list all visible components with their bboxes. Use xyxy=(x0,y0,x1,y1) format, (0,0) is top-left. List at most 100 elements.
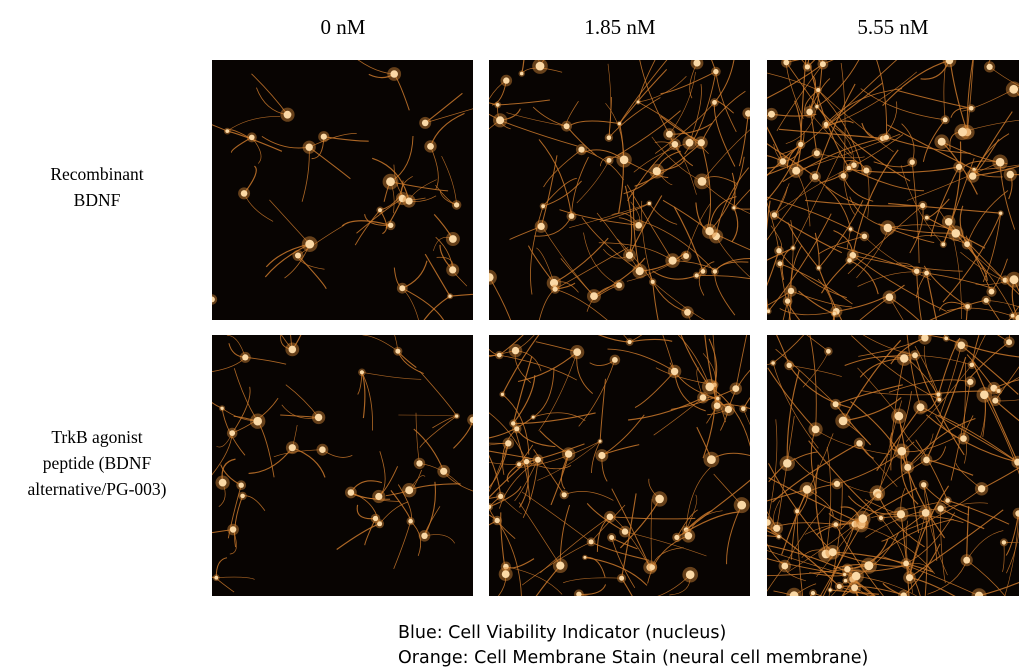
cell-body xyxy=(496,116,504,124)
cell-body xyxy=(937,505,943,511)
cell-body xyxy=(910,160,915,165)
cell-body xyxy=(242,354,248,360)
cell-body xyxy=(844,579,848,583)
micrograph xyxy=(411,0,826,360)
cell-body xyxy=(487,505,491,509)
cell-body xyxy=(395,349,400,354)
cell-body xyxy=(360,370,364,374)
cell-body xyxy=(1002,540,1006,544)
cell-body xyxy=(701,269,706,274)
cell-body xyxy=(712,100,717,105)
cell-body xyxy=(253,417,262,426)
cell-body xyxy=(745,110,752,117)
cell-body xyxy=(816,88,820,92)
cell-body xyxy=(607,158,612,163)
cell-body xyxy=(829,548,837,556)
cell-body xyxy=(978,485,985,492)
cell-body xyxy=(517,462,521,466)
cell-body xyxy=(969,106,974,111)
neurite xyxy=(540,22,584,67)
cell-body xyxy=(348,489,355,496)
cell-body xyxy=(653,167,661,175)
cell-body xyxy=(315,414,322,421)
cell-body xyxy=(455,414,458,417)
cell-body xyxy=(449,235,457,243)
cell-body xyxy=(837,584,842,589)
cell-body xyxy=(900,354,908,362)
row-label: Recombinant xyxy=(50,164,143,184)
cell-body xyxy=(795,509,799,513)
cell-body xyxy=(618,122,621,125)
cell-body xyxy=(833,401,839,407)
cell-body xyxy=(684,309,691,316)
cell-body xyxy=(785,298,790,303)
cell-body xyxy=(783,459,792,468)
cell-body xyxy=(921,334,928,341)
cell-body xyxy=(637,101,640,104)
cell-body xyxy=(578,147,584,153)
cell-body xyxy=(805,64,810,69)
cell-body xyxy=(716,397,720,401)
cell-body xyxy=(512,347,519,354)
cell-body xyxy=(713,69,718,74)
cell-body xyxy=(767,309,771,313)
cell-body xyxy=(803,485,811,493)
cell-body xyxy=(576,592,581,597)
cell-body xyxy=(485,273,493,281)
cell-body xyxy=(999,212,1002,215)
cell-body xyxy=(937,398,941,402)
cell-body xyxy=(849,227,852,230)
cell-body xyxy=(655,495,664,504)
cell-body xyxy=(239,483,244,488)
cell-body xyxy=(856,440,862,446)
cell-body xyxy=(209,297,215,303)
cell-body xyxy=(969,172,976,179)
cell-body xyxy=(741,406,746,411)
cell-body xyxy=(844,566,850,572)
micrograph-background xyxy=(767,335,1019,596)
cell-body xyxy=(502,570,510,578)
cell-body xyxy=(964,241,970,247)
neurite xyxy=(758,593,813,630)
cell-body xyxy=(686,139,694,147)
cell-body xyxy=(449,266,456,273)
cell-body xyxy=(628,340,632,344)
cell-body xyxy=(1011,314,1015,318)
cell-body xyxy=(912,352,918,358)
row-label: alternative/PG-003) xyxy=(28,479,167,499)
cell-body xyxy=(666,131,673,138)
cell-body xyxy=(295,253,301,259)
cell-body xyxy=(421,533,427,539)
cell-body xyxy=(963,557,970,564)
cell-body xyxy=(886,293,894,301)
figure: 0 nM 1.85 nM 5.55 nM Recombinant BDNF Tr… xyxy=(0,0,1019,672)
cell-body xyxy=(862,234,867,239)
cell-body xyxy=(984,298,989,303)
cell-body xyxy=(497,353,502,358)
cell-body xyxy=(422,120,429,127)
cell-body xyxy=(674,535,679,540)
cell-body xyxy=(289,346,297,354)
cell-body xyxy=(970,363,975,368)
cell-body xyxy=(1009,85,1018,94)
cell-body xyxy=(780,158,786,164)
neurite xyxy=(177,299,213,318)
cell-body xyxy=(503,77,509,83)
cell-body xyxy=(956,164,962,170)
cell-body xyxy=(843,573,846,576)
neurite xyxy=(794,596,836,606)
cell-body xyxy=(590,292,598,300)
cell-body xyxy=(997,389,1001,393)
cell-body xyxy=(705,227,713,235)
cell-body xyxy=(787,363,792,368)
cell-body xyxy=(812,426,820,434)
cell-body xyxy=(289,444,296,451)
column-header: 0 nM xyxy=(321,15,366,39)
legend-text: Orange: Cell Membrane Stain (neural cell… xyxy=(398,648,868,668)
cell-body xyxy=(958,128,967,137)
cell-body xyxy=(225,129,229,133)
cell-body xyxy=(847,258,852,263)
cell-body xyxy=(375,493,382,500)
cell-body xyxy=(399,285,405,291)
neurite xyxy=(579,594,665,612)
